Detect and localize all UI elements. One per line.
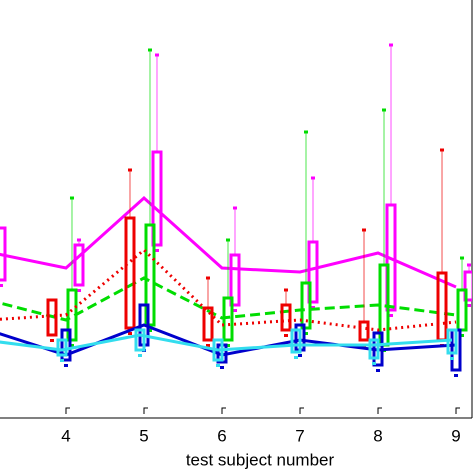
outlier-cap	[76, 238, 81, 242]
median-line	[0, 276, 457, 322]
lower-marker	[63, 364, 68, 367]
lower-marker	[154, 249, 159, 252]
x-tick-label: 4	[61, 426, 70, 445]
lower-marker	[225, 344, 230, 347]
lower-marker	[311, 306, 316, 309]
median-line	[0, 195, 457, 289]
lower-marker	[454, 374, 459, 377]
box	[56, 338, 68, 357]
box	[307, 240, 319, 304]
lower-marker	[389, 314, 394, 317]
outlier-cap	[284, 288, 289, 292]
x-tick	[299, 407, 305, 414]
outlier-cap	[460, 256, 465, 260]
box	[134, 328, 146, 352]
box	[456, 288, 468, 332]
x-tick	[455, 407, 461, 414]
outlier-cap	[382, 108, 387, 112]
lower-marker	[232, 309, 237, 312]
lower-marker	[215, 364, 220, 367]
box	[151, 150, 163, 247]
outlier-cap	[232, 206, 237, 210]
x-tick-label: 7	[295, 426, 304, 445]
x-tick-label: 9	[451, 426, 460, 445]
box	[463, 270, 472, 302]
box	[229, 253, 241, 307]
x-tick-label: 8	[373, 426, 382, 445]
box	[368, 338, 380, 360]
box	[73, 243, 85, 287]
median-line	[0, 247, 457, 332]
lower-marker	[219, 366, 224, 369]
lower-marker	[69, 344, 74, 347]
box	[144, 223, 156, 327]
box	[300, 281, 312, 330]
x-tick	[65, 407, 70, 414]
outlier-cap	[147, 48, 152, 52]
lower-marker	[376, 369, 381, 372]
x-tick	[221, 407, 226, 414]
lower-marker	[137, 354, 142, 357]
box	[124, 216, 136, 330]
lower-marker	[49, 339, 54, 342]
outlier-cap	[389, 43, 394, 47]
lower-marker	[294, 356, 299, 359]
lower-marker	[460, 334, 465, 337]
lower-marker	[127, 332, 132, 335]
lower-marker	[298, 354, 303, 357]
lower-marker	[467, 304, 472, 307]
x-tick-label: 5	[139, 426, 148, 445]
box	[60, 328, 72, 362]
lower-marker	[205, 344, 210, 347]
x-tick-label: 6	[217, 426, 226, 445]
box	[290, 328, 302, 354]
box	[436, 271, 448, 342]
median-line	[0, 333, 453, 352]
x-tick	[377, 407, 383, 414]
x-tick	[143, 407, 148, 414]
lower-marker	[450, 357, 455, 360]
outlier-cap	[311, 176, 316, 180]
lower-marker	[372, 362, 377, 365]
outlier-cap	[127, 168, 132, 172]
box	[280, 303, 292, 332]
outlier-cap	[440, 148, 445, 152]
outlier-cap	[304, 130, 309, 134]
lower-marker	[76, 289, 81, 292]
lower-marker	[59, 359, 64, 362]
x-axis-label: test subject number	[186, 450, 335, 469]
lower-marker	[0, 284, 3, 287]
outlier-cap	[69, 196, 74, 200]
outlier-cap	[205, 276, 210, 280]
lower-marker	[304, 332, 309, 335]
lower-marker	[147, 329, 152, 332]
box	[202, 306, 214, 342]
box	[358, 320, 370, 342]
outlier-cap	[467, 263, 472, 267]
outlier-cap	[362, 228, 367, 232]
outlier-cap	[225, 238, 230, 242]
outlier-cap	[154, 53, 159, 57]
lower-marker	[284, 334, 289, 337]
